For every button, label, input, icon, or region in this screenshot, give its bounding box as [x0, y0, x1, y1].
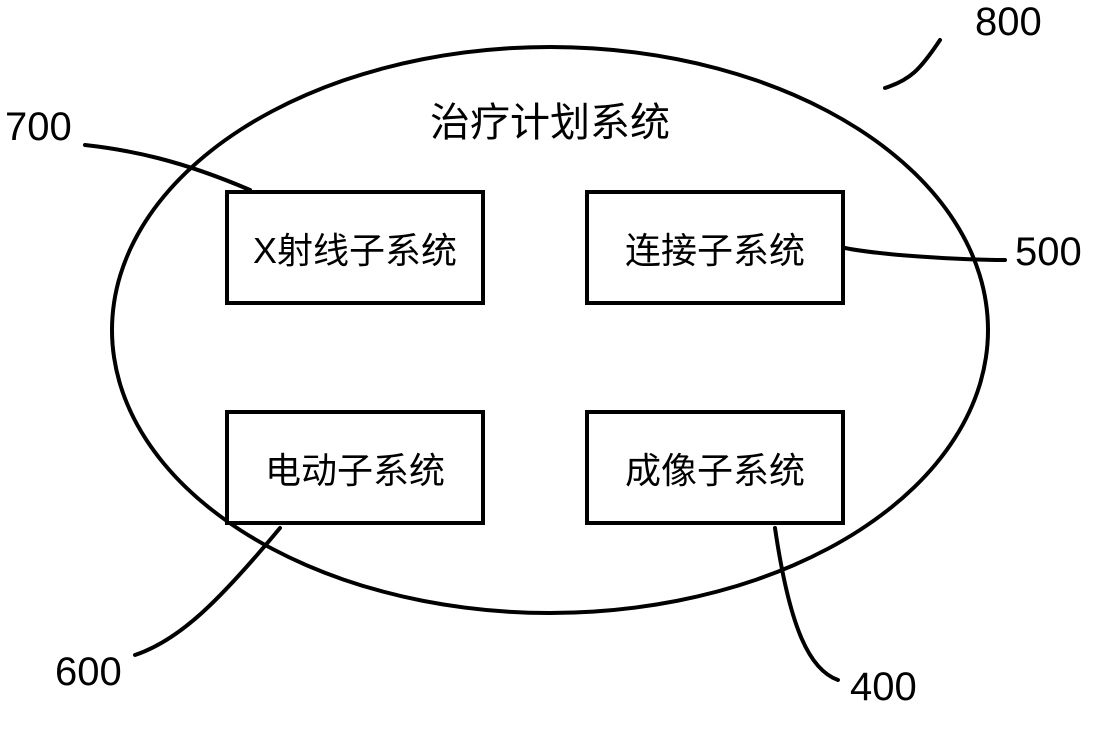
system-diagram: 治疗计划系统 X射线子系统 连接子系统 电动子系统 成像子系统 800 700 …: [0, 0, 1107, 744]
motor-subsystem-box: 电动子系统: [225, 410, 485, 525]
leader-800: [885, 40, 940, 88]
imaging-subsystem-box: 成像子系统: [585, 410, 845, 525]
xray-subsystem-label: X射线子系统: [253, 222, 457, 274]
label-400: 400: [850, 665, 917, 710]
motor-subsystem-label: 电动子系统: [265, 442, 445, 494]
label-600: 600: [55, 650, 122, 695]
imaging-subsystem-label: 成像子系统: [625, 442, 805, 494]
xray-subsystem-box: X射线子系统: [225, 190, 485, 305]
connection-subsystem-box: 连接子系统: [585, 190, 845, 305]
label-700: 700: [5, 105, 72, 150]
system-title: 治疗计划系统: [430, 90, 670, 148]
label-800: 800: [975, 0, 1042, 45]
connection-subsystem-label: 连接子系统: [625, 222, 805, 274]
leader-600: [135, 528, 280, 655]
label-500: 500: [1015, 230, 1082, 275]
